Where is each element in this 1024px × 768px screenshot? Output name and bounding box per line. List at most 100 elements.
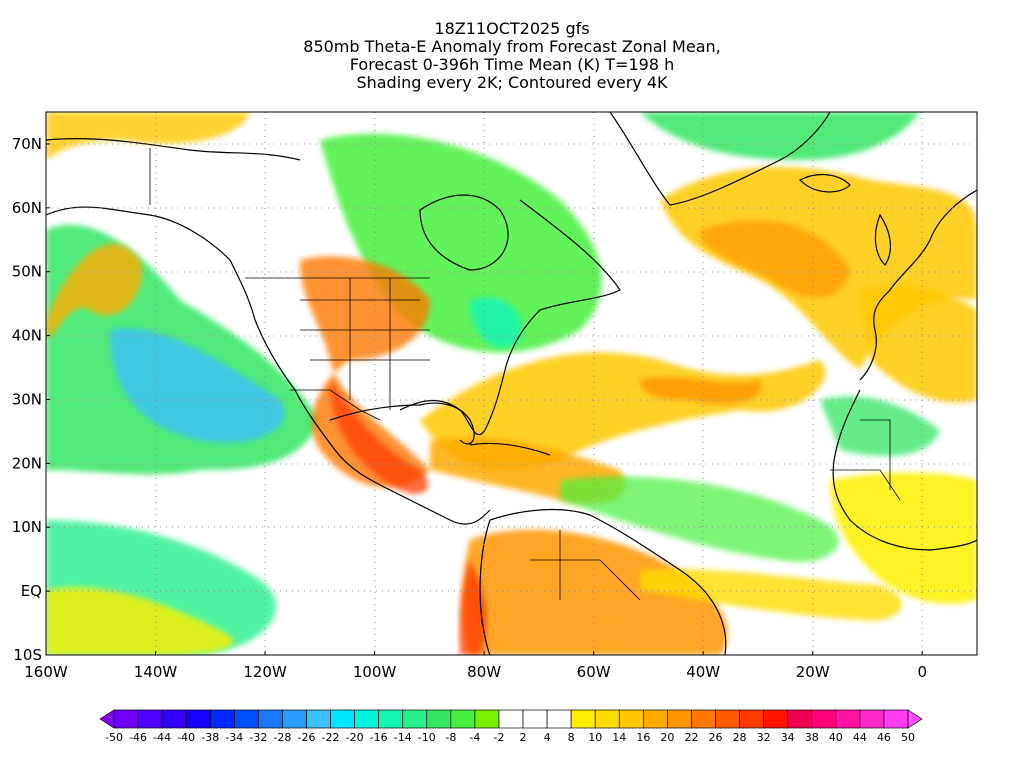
- alaska-positive: [46, 112, 250, 160]
- colorbar-box-24: [667, 709, 692, 729]
- lon-label-0: 160W: [24, 663, 68, 681]
- colorbar-box-22: [618, 709, 644, 729]
- colorbar-boxes: [99, 709, 923, 729]
- colorbar-labels: -50 -46 -44 -40 -38 -34 -32 -28 -26 -22 -20 -16 -14-…: [105, 731, 915, 744]
- map-frame: [45, 111, 978, 656]
- africa-country-lines: [830, 419, 901, 501]
- colorbar-box-21: [594, 709, 620, 729]
- iceland: [798, 173, 851, 193]
- colorbar-label-16: -2: [493, 731, 504, 744]
- colorbar-box-7: [258, 709, 283, 729]
- mexico-strong-positive: [330, 380, 429, 494]
- lat-label-0: 70N: [12, 135, 42, 153]
- greenland-coast: [609, 112, 831, 206]
- colorbar-label-11: -16: [370, 731, 388, 744]
- colorbar-label-12: -14: [394, 731, 412, 744]
- colorbar-label-27: 32: [757, 731, 771, 744]
- cuba: [469, 442, 551, 456]
- tropical-pacific-positive: [46, 587, 234, 655]
- colorbar-label-33: 50: [901, 731, 915, 744]
- colorbar-label-29: 38: [805, 731, 819, 744]
- title-line-2: 850mb Theta-E Anomaly from Forecast Zona…: [303, 37, 721, 56]
- colorbar-box-9: [306, 709, 331, 729]
- colorbar-label-4: -38: [201, 731, 219, 744]
- colorbar-box-4: [185, 709, 211, 729]
- colorbar-label-30: 40: [829, 731, 843, 744]
- colorbar-box-10: [330, 709, 355, 729]
- colorbar-label-25: 26: [709, 731, 723, 744]
- lat-label-6: 10N: [12, 518, 42, 536]
- colorbar-label-8: -26: [298, 731, 316, 744]
- lat-label-2: 50N: [12, 263, 42, 281]
- colorbar-box-27: [739, 709, 764, 729]
- atlantic-positive-plume: [420, 352, 826, 470]
- south-america-country-lines: [530, 530, 641, 601]
- colorbar-label-19: 8: [568, 731, 575, 744]
- colorbar-box-34: [907, 709, 923, 729]
- colorbar-label-6: -32: [249, 731, 267, 744]
- lat-label-8: 10S: [13, 646, 42, 664]
- lat-label-5: 20N: [12, 454, 42, 472]
- colorbar-box-13: [402, 709, 428, 729]
- longitude-tick-labels: 160W 140W 120W 100W 80W 60W 40W 20W 0: [24, 651, 927, 681]
- lon-label-8: 0: [917, 663, 927, 681]
- colorbar-box-31: [835, 709, 861, 729]
- colorbar-label-0: -50: [105, 731, 123, 744]
- colorbar-label-22: 16: [636, 731, 650, 744]
- pacific-positive-swirl: [46, 243, 142, 340]
- south-america-positive: [462, 529, 728, 655]
- british-isles: [874, 213, 892, 266]
- colorbar-box-8: [282, 709, 307, 729]
- coastlines: [46, 112, 977, 655]
- lat-label-1: 60N: [12, 199, 42, 217]
- northeast-us-negative: [470, 297, 522, 348]
- colorbar-label-15: -4: [469, 731, 480, 744]
- title-line-1: 18Z11OCT2025 gfs: [434, 19, 590, 38]
- lon-label-4: 80W: [467, 663, 501, 681]
- greenland-negative: [640, 112, 920, 160]
- central-us-positive: [300, 256, 430, 488]
- colorbar-box-14: [426, 709, 452, 729]
- colorbar-box-5: [209, 709, 235, 729]
- colorbar-box-30: [811, 709, 837, 729]
- atlantic-plume-core: [640, 377, 762, 404]
- colorbar-box-19: [546, 709, 572, 729]
- political-boundaries: [149, 148, 901, 601]
- lat-label-4: 30N: [12, 390, 42, 408]
- colorbar-box-15: [450, 709, 476, 729]
- latitude-tick-labels: 70N 60N 50N 40N 30N 20N 10N EQ 10S: [12, 135, 50, 664]
- colorbar-label-20: 10: [588, 731, 602, 744]
- colorbar-box-12: [378, 709, 404, 729]
- colorbar-label-10: -20: [346, 731, 364, 744]
- colorbar-label-13: -10: [418, 731, 436, 744]
- chart-titles: 18Z11OCT2025 gfs 850mb Theta-E Anomaly f…: [0, 20, 1024, 92]
- north-atlantic-core: [700, 220, 850, 298]
- colorbar-label-9: -22: [322, 731, 340, 744]
- colorbar-label-32: 46: [877, 731, 891, 744]
- gridlines: [46, 112, 977, 655]
- colorbar-box-6: [233, 709, 259, 729]
- lat-label-7: EQ: [21, 582, 42, 600]
- colorbar-box-3: [161, 709, 187, 729]
- colorbar-label-21: 14: [612, 731, 626, 744]
- colorbar-box-29: [787, 709, 813, 729]
- lon-label-7: 20W: [796, 663, 830, 681]
- africa-west-coast: [832, 389, 977, 551]
- colorbar-box-11: [354, 709, 380, 729]
- africa-positive: [830, 472, 977, 604]
- colorbar-box-25: [691, 709, 716, 729]
- colorbar-label-7: -28: [273, 731, 291, 744]
- colorbar-box-17: [498, 709, 524, 729]
- us-state-lines: [300, 278, 430, 410]
- title-line-4: Shading every 2K; Contoured every 4K: [356, 73, 668, 92]
- colorbar-label-28: 34: [781, 731, 795, 744]
- colorbar-box-2: [137, 709, 163, 729]
- colorbar-box-32: [859, 709, 885, 729]
- colorbar-box-20: [570, 709, 596, 729]
- south-atlantic-positive: [640, 568, 902, 621]
- colorbar-box-26: [715, 709, 740, 729]
- pacific-coastline: [46, 206, 491, 525]
- colorbar-label-1: -46: [129, 731, 147, 744]
- lon-label-3: 100W: [353, 663, 397, 681]
